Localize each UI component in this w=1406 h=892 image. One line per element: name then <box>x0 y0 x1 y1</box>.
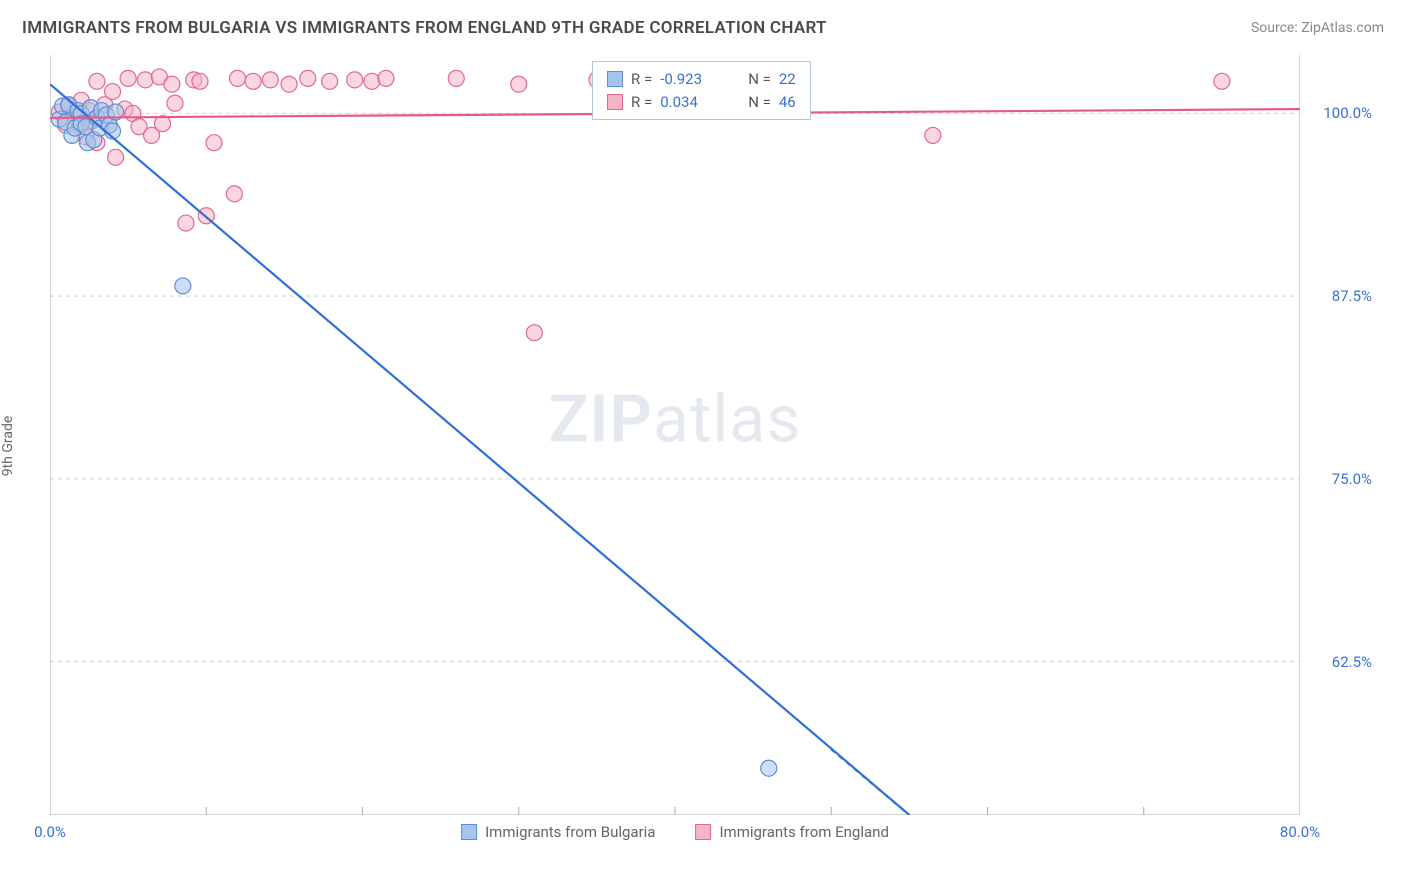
legend-label: Immigrants from England <box>719 823 888 841</box>
x-tick-label: 0.0% <box>34 823 66 841</box>
y-axis-label: 9th Grade <box>0 416 16 477</box>
stats-n-value: 46 <box>779 91 796 114</box>
stats-r-value: 0.034 <box>660 91 720 114</box>
title-bar: IMMIGRANTS FROM BULGARIA VS IMMIGRANTS F… <box>22 18 1384 38</box>
y-tick-label: 100.0% <box>1323 104 1372 122</box>
stats-r-label: R = <box>631 91 652 114</box>
series-swatch <box>607 71 623 87</box>
y-tick-label: 87.5% <box>1332 287 1372 305</box>
y-tick-label: 62.5% <box>1332 653 1372 671</box>
legend-item: Immigrants from Bulgaria <box>461 823 655 841</box>
stats-row: R = -0.923 N = 22 <box>607 68 796 91</box>
series-points <box>51 97 776 777</box>
stats-n-label: N = <box>748 91 771 114</box>
chart-svg <box>50 55 1300 815</box>
stats-legend-box: R = -0.923 N = 22 R = 0.034 N = 46 <box>592 61 811 120</box>
y-tick-label: 75.0% <box>1332 470 1372 488</box>
stats-r-value: -0.923 <box>660 68 720 91</box>
x-tick-label: 80.0% <box>1280 823 1320 841</box>
series-swatch <box>607 94 623 110</box>
stats-n-value: 22 <box>779 68 796 91</box>
page-title: IMMIGRANTS FROM BULGARIA VS IMMIGRANTS F… <box>22 18 827 38</box>
legend-swatch <box>461 824 477 840</box>
legend-bottom: Immigrants from Bulgaria Immigrants from … <box>461 823 889 841</box>
stats-r-label: R = <box>631 68 652 91</box>
chart-area: ZIPatlas R = -0.923N = 22R = 0.034N = 46… <box>50 55 1300 815</box>
source-label: Source: ZipAtlas.com <box>1251 20 1384 36</box>
stats-row: R = 0.034 N = 46 <box>607 91 796 114</box>
source-name: ZipAtlas.com <box>1301 20 1384 36</box>
legend-label: Immigrants from Bulgaria <box>485 823 655 841</box>
stats-n-label: N = <box>748 68 771 91</box>
legend-item: Immigrants from England <box>695 823 888 841</box>
legend-swatch <box>695 824 711 840</box>
source-prefix: Source: <box>1251 20 1301 36</box>
